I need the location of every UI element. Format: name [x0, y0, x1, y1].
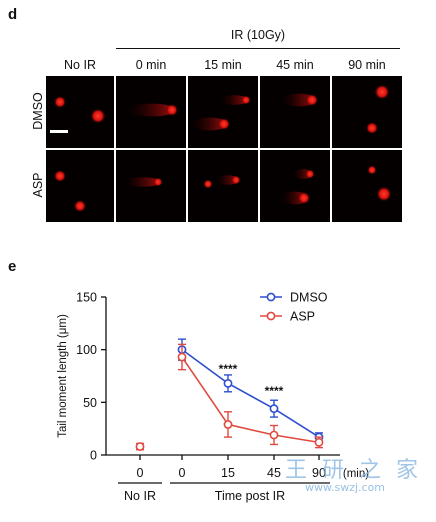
comet-image-dmso-no-ir — [46, 76, 114, 148]
column-label-90min: 90 min — [348, 58, 386, 72]
panel-e-label: e — [8, 258, 17, 275]
data-point-no-ir — [135, 442, 145, 451]
comet-image-asp-15min — [188, 150, 258, 222]
cell-nucleus — [54, 96, 66, 108]
legend-label-dmso: DMSO — [290, 291, 328, 305]
column-label-15min: 15 min — [204, 58, 242, 72]
x-tick-label: 0 — [137, 466, 144, 480]
group-label-time-post-ir: Time post IR — [215, 489, 285, 503]
comet-image-asp-no-ir — [46, 150, 114, 222]
comet-tail — [125, 177, 161, 187]
cell-nucleus — [54, 170, 66, 182]
x-tick-label: 90 — [312, 466, 326, 480]
comet-image-dmso-0min — [116, 76, 186, 148]
data-point-asp — [177, 352, 187, 362]
comet-image-asp-45min — [260, 150, 330, 222]
comet-tail — [221, 95, 249, 105]
data-point-dmso — [223, 378, 233, 388]
legend-label-asp: ASP — [290, 310, 315, 324]
y-axis-label: Tail moment length (μm) — [57, 314, 69, 438]
cell-nucleus — [305, 169, 315, 179]
cell-nucleus — [376, 186, 392, 202]
column-label-45min: 45 min — [276, 58, 314, 72]
ir-header: IR (10Gy) — [230, 28, 286, 42]
data-point-asp — [314, 437, 324, 447]
cell-nucleus — [241, 95, 251, 105]
watermark-logo-text: 王 研 之 家 — [285, 458, 422, 483]
series-line-asp — [181, 356, 320, 444]
watermark-url: www.swzj.com — [305, 481, 386, 494]
row-label-dmso: DMSO — [31, 92, 45, 130]
column-label-no-ir: No IR — [64, 58, 96, 72]
legend-swatch-marker — [266, 311, 276, 321]
y-tick-label: 0 — [90, 449, 97, 463]
comet-tail — [128, 103, 176, 117]
group-label-no-ir: No IR — [124, 489, 156, 503]
cell-nucleus — [306, 94, 318, 106]
significance-annotation: **** — [219, 362, 238, 376]
cell-nucleus — [218, 118, 230, 130]
cell-nucleus — [374, 84, 390, 100]
cell-nucleus — [366, 122, 378, 134]
comet-image-dmso-90min — [332, 76, 402, 148]
data-point-asp — [269, 430, 279, 440]
data-point-dmso — [269, 404, 279, 414]
y-tick-label: 150 — [76, 291, 97, 305]
significance-annotation: **** — [265, 384, 284, 398]
comet-image-asp-0min — [116, 150, 186, 222]
series-line-dmso — [181, 349, 320, 438]
ir-header-line — [116, 48, 400, 49]
cell-nucleus — [298, 192, 310, 204]
data-point-asp — [223, 420, 233, 429]
x-tick-label: 15 — [221, 466, 235, 480]
row-label-asp: ASP — [31, 172, 45, 198]
comet-image-dmso-45min — [260, 76, 330, 148]
x-tick-label: 0 — [179, 466, 186, 480]
cell-nucleus — [90, 108, 106, 124]
y-tick-label: 50 — [83, 396, 97, 410]
scale-bar — [50, 130, 68, 133]
cell-nucleus — [367, 165, 377, 175]
comet-image-asp-90min — [332, 150, 402, 222]
y-tick-label: 100 — [76, 343, 97, 357]
cell-nucleus — [74, 200, 86, 212]
x-unit-label: (min) — [343, 468, 369, 480]
cell-nucleus — [166, 104, 178, 116]
comet-image-dmso-15min — [188, 76, 258, 148]
column-label-0min: 0 min — [135, 58, 167, 72]
cell-nucleus — [231, 175, 241, 185]
x-tick-label: 45 — [267, 466, 281, 480]
tail-moment-chart: 0 50 100 150 Tail moment length (μm) 0 0 15 45 90… — [57, 291, 369, 504]
cell-nucleus — [153, 177, 163, 187]
cell-nucleus — [203, 179, 213, 189]
panel-d-label: d — [8, 6, 18, 23]
legend-swatch-marker — [266, 292, 276, 302]
